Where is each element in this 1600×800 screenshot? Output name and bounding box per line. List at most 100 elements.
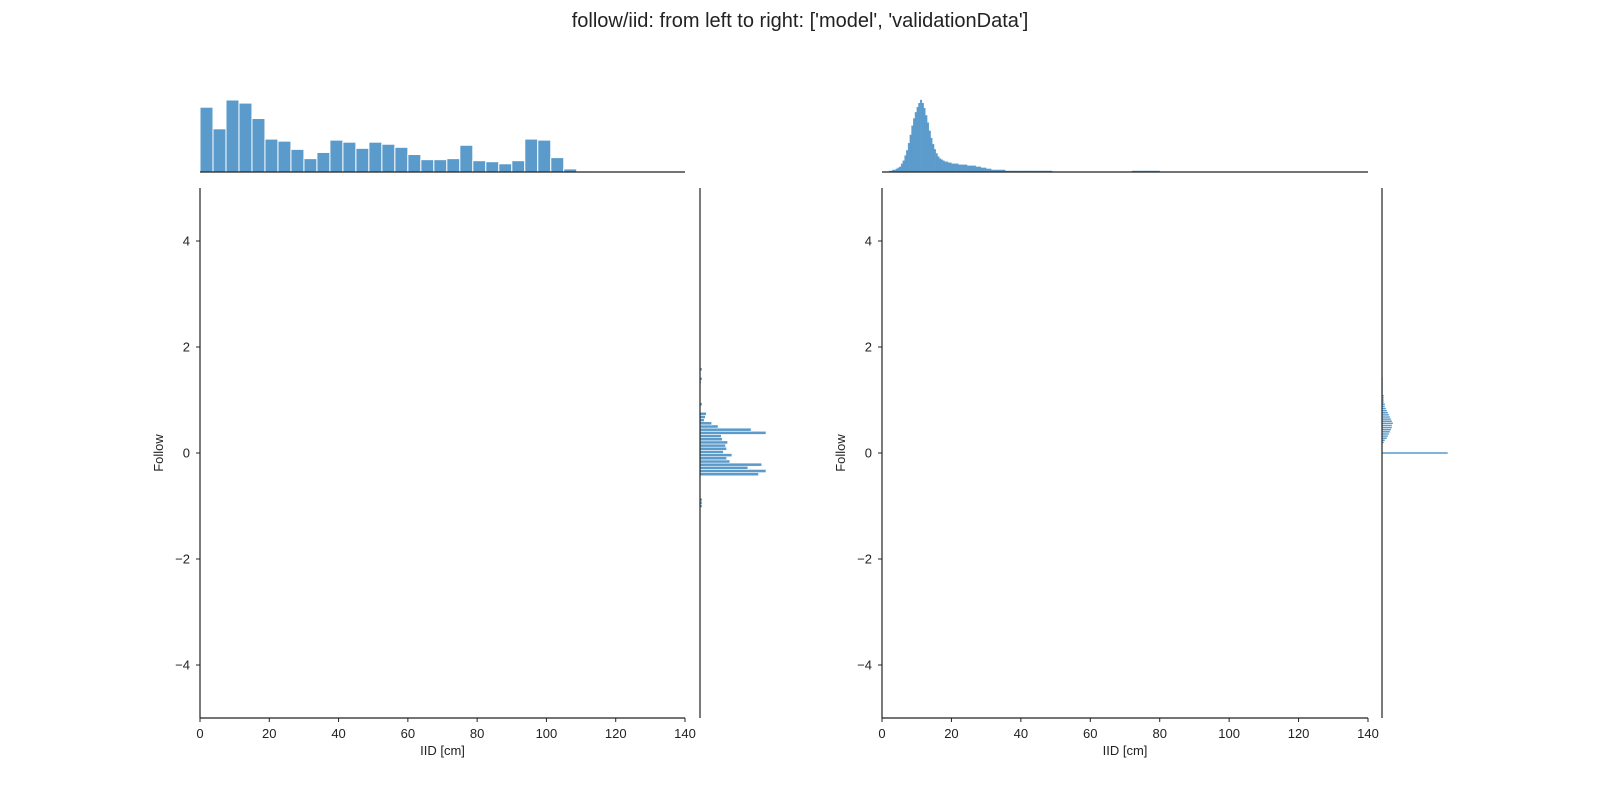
marginal-y-bar [1381,419,1393,423]
marginal-x-bar [290,148,305,173]
marginal-y-bar [1381,413,1390,417]
marginal-x-bar [407,154,422,173]
marginal-x-bar [972,165,975,173]
marginal-x-bar [238,102,253,173]
marginal-x-bar [928,130,931,173]
y-tick-label: 2 [183,340,190,355]
marginal-x-bar [953,163,956,173]
marginal-x-bar [916,107,919,173]
marginal-x-bar [921,102,924,173]
marginal-x-bar [930,137,933,173]
marginal-x-bar [925,115,928,173]
marginal-x-bar [902,160,905,173]
y-axis-label: Follow [151,434,166,472]
y-tick-label: 4 [865,234,872,249]
marginal-y-bar [1381,426,1393,429]
x-tick-label: 0 [196,726,203,741]
marginal-x-bar [940,159,943,173]
marginal-x-bar [959,164,962,173]
marginal-x-bar [303,158,318,173]
marginal-x-bar [932,144,935,173]
marginal-x-bar [970,165,973,173]
marginal-x-bar [368,141,383,173]
marginal-y-bar [699,469,767,473]
marginal-y-bar [1381,415,1391,419]
marginal-y-bar [699,465,749,470]
marginal-x-bar [935,153,938,173]
marginal-x-bar [472,160,487,173]
marginal-y-bar [699,450,724,454]
marginal-x-bar [900,163,903,173]
marginal-x-bar [958,164,961,173]
marginal-y-bar [1381,428,1392,432]
marginal-x-bar [973,165,976,173]
y-tick-label: 0 [865,446,872,461]
marginal-x-bar [355,147,370,173]
marginal-y-bar [1381,424,1393,427]
marginal-y-bar [699,427,752,432]
marginal-x-bar [963,164,966,173]
marginal-x-bar [485,161,500,173]
panel-validationData: 0 20 40 60 80 100 120 140 −4 −2 0 2 4 IID [cm] Follow [833,99,1449,758]
marginal-y-bar [699,411,707,416]
marginal-x-bar [511,160,526,173]
marginal-x-bar [909,134,912,173]
y-tick-label: −4 [175,658,190,673]
marginal-y-bar [699,434,722,438]
y-tick-label: −2 [857,552,872,567]
y-tick-label: 2 [865,340,872,355]
marginal-x-bar [926,122,930,173]
marginal-x-bar [979,166,982,173]
marginal-x-bar [316,151,331,173]
marginal-x-bar [899,166,902,173]
marginal-y-bar [699,430,767,435]
marginal-x-histogram [199,99,591,173]
marginal-y-bar [699,437,723,442]
marginal-x-bar [550,157,565,173]
marginal-x-bar [212,128,227,173]
marginal-x-bar [942,160,945,173]
x-tick-label: 0 [878,726,885,741]
marginal-x-bar [446,158,461,173]
marginal-x-bar [433,159,448,173]
marginal-x-bar [961,164,964,173]
y-tick-label: −2 [175,552,190,567]
marginal-x-bar [420,159,435,173]
marginal-x-bar [956,163,959,173]
marginal-x-bar [966,165,969,173]
marginal-x-bar [944,161,947,173]
marginal-x-bar [329,139,344,173]
marginal-x-bar [904,155,907,173]
marginal-x-bar [381,143,396,173]
marginal-x-histogram [888,99,1160,173]
marginal-y-bar [1381,434,1389,438]
marginal-x-bar [199,106,214,173]
marginal-x-bar [897,167,900,173]
y-tick-label: −4 [857,658,872,673]
marginal-y-bar [1381,436,1388,440]
marginal-y-bar [699,462,763,467]
marginal-x-bar [537,139,552,173]
x-tick-label: 20 [944,726,958,741]
marginal-x-bar [918,102,921,173]
x-tick-label: 80 [470,726,484,741]
marginal-x-bar [225,99,240,173]
marginal-x-bar [984,167,987,173]
marginal-x-bar [907,143,910,173]
marginal-y-histogram [699,367,767,508]
marginal-x-bar [264,138,279,173]
marginal-x-bar [251,118,266,173]
marginal-x-bar [923,108,926,173]
marginal-x-bar [914,112,917,173]
marginal-y-bar [699,472,759,477]
y-tick-label: 0 [183,446,190,461]
marginal-x-bar [913,118,916,173]
marginal-y-bar [1381,430,1391,434]
marginal-y-bar [699,424,719,429]
marginal-x-bar [947,162,950,173]
marginal-y-bar [699,446,727,451]
marginal-x-bar [394,146,409,173]
x-tick-label: 60 [401,726,415,741]
marginal-y-bar [699,456,727,461]
x-tick-label: 40 [1014,726,1028,741]
